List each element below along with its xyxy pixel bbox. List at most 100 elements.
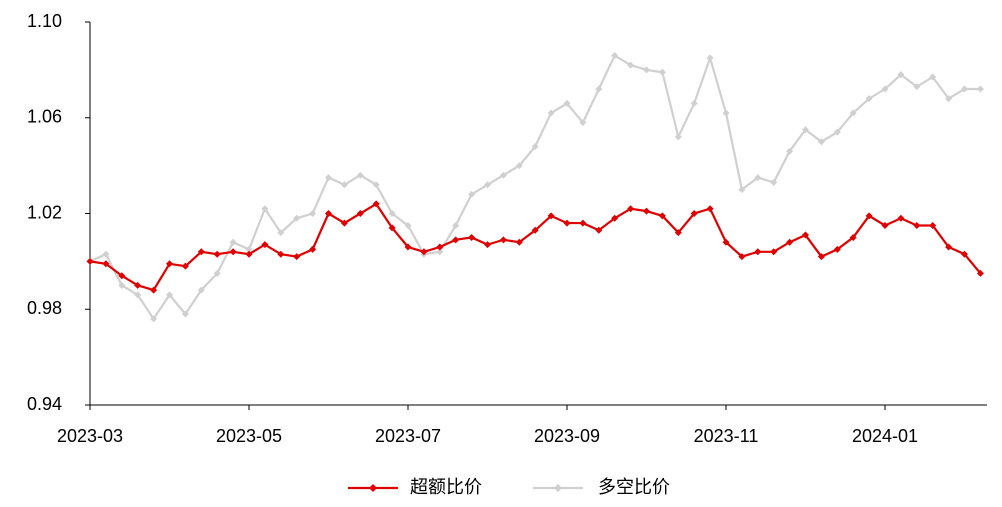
point	[356, 171, 364, 179]
point	[166, 260, 173, 268]
point	[118, 272, 126, 280]
point	[833, 245, 841, 253]
x-tick-label: 2023-03	[57, 426, 123, 446]
point	[913, 83, 921, 91]
y-tick-label: 0.94	[27, 394, 62, 414]
point	[452, 236, 460, 244]
legend-marker	[554, 484, 562, 492]
point	[468, 190, 476, 198]
point	[293, 214, 301, 222]
point	[229, 238, 237, 246]
point	[976, 85, 984, 93]
point	[499, 236, 507, 244]
point	[531, 142, 539, 150]
point	[786, 238, 794, 246]
point	[786, 147, 794, 155]
point	[643, 207, 650, 215]
point	[325, 174, 332, 182]
point	[372, 181, 380, 189]
point	[245, 245, 253, 253]
point	[452, 221, 460, 229]
point	[897, 214, 905, 222]
point	[595, 85, 603, 93]
point	[563, 219, 571, 227]
point	[102, 260, 110, 268]
point	[325, 210, 332, 217]
point	[976, 269, 984, 277]
x-tick-label: 2024-01	[852, 426, 918, 446]
point	[388, 210, 396, 217]
point	[213, 269, 221, 277]
point	[865, 95, 873, 103]
point	[261, 205, 269, 213]
point	[738, 253, 746, 261]
point	[356, 210, 364, 217]
point	[468, 233, 476, 241]
point	[865, 212, 873, 220]
point	[945, 95, 953, 103]
point	[150, 315, 158, 323]
legend-marker	[369, 484, 377, 492]
point	[515, 238, 523, 246]
point	[547, 212, 555, 220]
point	[627, 61, 635, 69]
point	[372, 200, 380, 208]
point	[674, 133, 682, 141]
point	[484, 181, 491, 189]
point	[833, 128, 841, 136]
point	[388, 224, 396, 232]
point	[913, 221, 921, 229]
point	[611, 52, 619, 60]
point	[849, 109, 857, 117]
point	[118, 281, 126, 289]
point	[245, 250, 253, 258]
point	[404, 221, 412, 229]
point	[340, 219, 348, 227]
point	[849, 233, 857, 241]
point	[277, 229, 285, 237]
point	[754, 248, 762, 256]
point	[595, 226, 603, 234]
point	[658, 68, 666, 76]
point	[515, 162, 523, 170]
y-tick-label: 0.98	[27, 298, 62, 318]
point	[277, 250, 285, 258]
point	[309, 245, 317, 253]
point	[929, 73, 937, 81]
point	[627, 205, 635, 213]
point	[722, 109, 730, 117]
point	[261, 241, 269, 249]
series-line	[89, 53, 981, 321]
point	[802, 126, 809, 134]
point	[181, 262, 189, 270]
x-tick-label: 2023-05	[216, 426, 282, 446]
point	[658, 212, 666, 220]
point	[404, 243, 412, 251]
x-tick-label: 2023-07	[375, 426, 441, 446]
point	[102, 250, 110, 258]
point	[197, 248, 205, 256]
point	[706, 54, 714, 62]
point	[738, 186, 746, 194]
point	[150, 286, 158, 294]
point	[770, 178, 778, 186]
point	[945, 243, 953, 251]
point	[881, 85, 889, 93]
point	[340, 181, 348, 189]
point	[579, 219, 587, 227]
series-line	[89, 202, 982, 292]
point	[961, 85, 968, 93]
y-tick-label: 1.06	[27, 107, 62, 127]
point	[881, 221, 889, 229]
point	[547, 109, 555, 117]
point	[166, 291, 173, 299]
point	[484, 241, 491, 249]
legend-label: 超额比价	[410, 477, 482, 497]
point	[706, 205, 714, 213]
point	[929, 221, 937, 229]
point	[134, 291, 142, 299]
point	[897, 71, 905, 79]
point	[690, 210, 698, 217]
point	[817, 138, 825, 146]
point	[531, 226, 539, 234]
